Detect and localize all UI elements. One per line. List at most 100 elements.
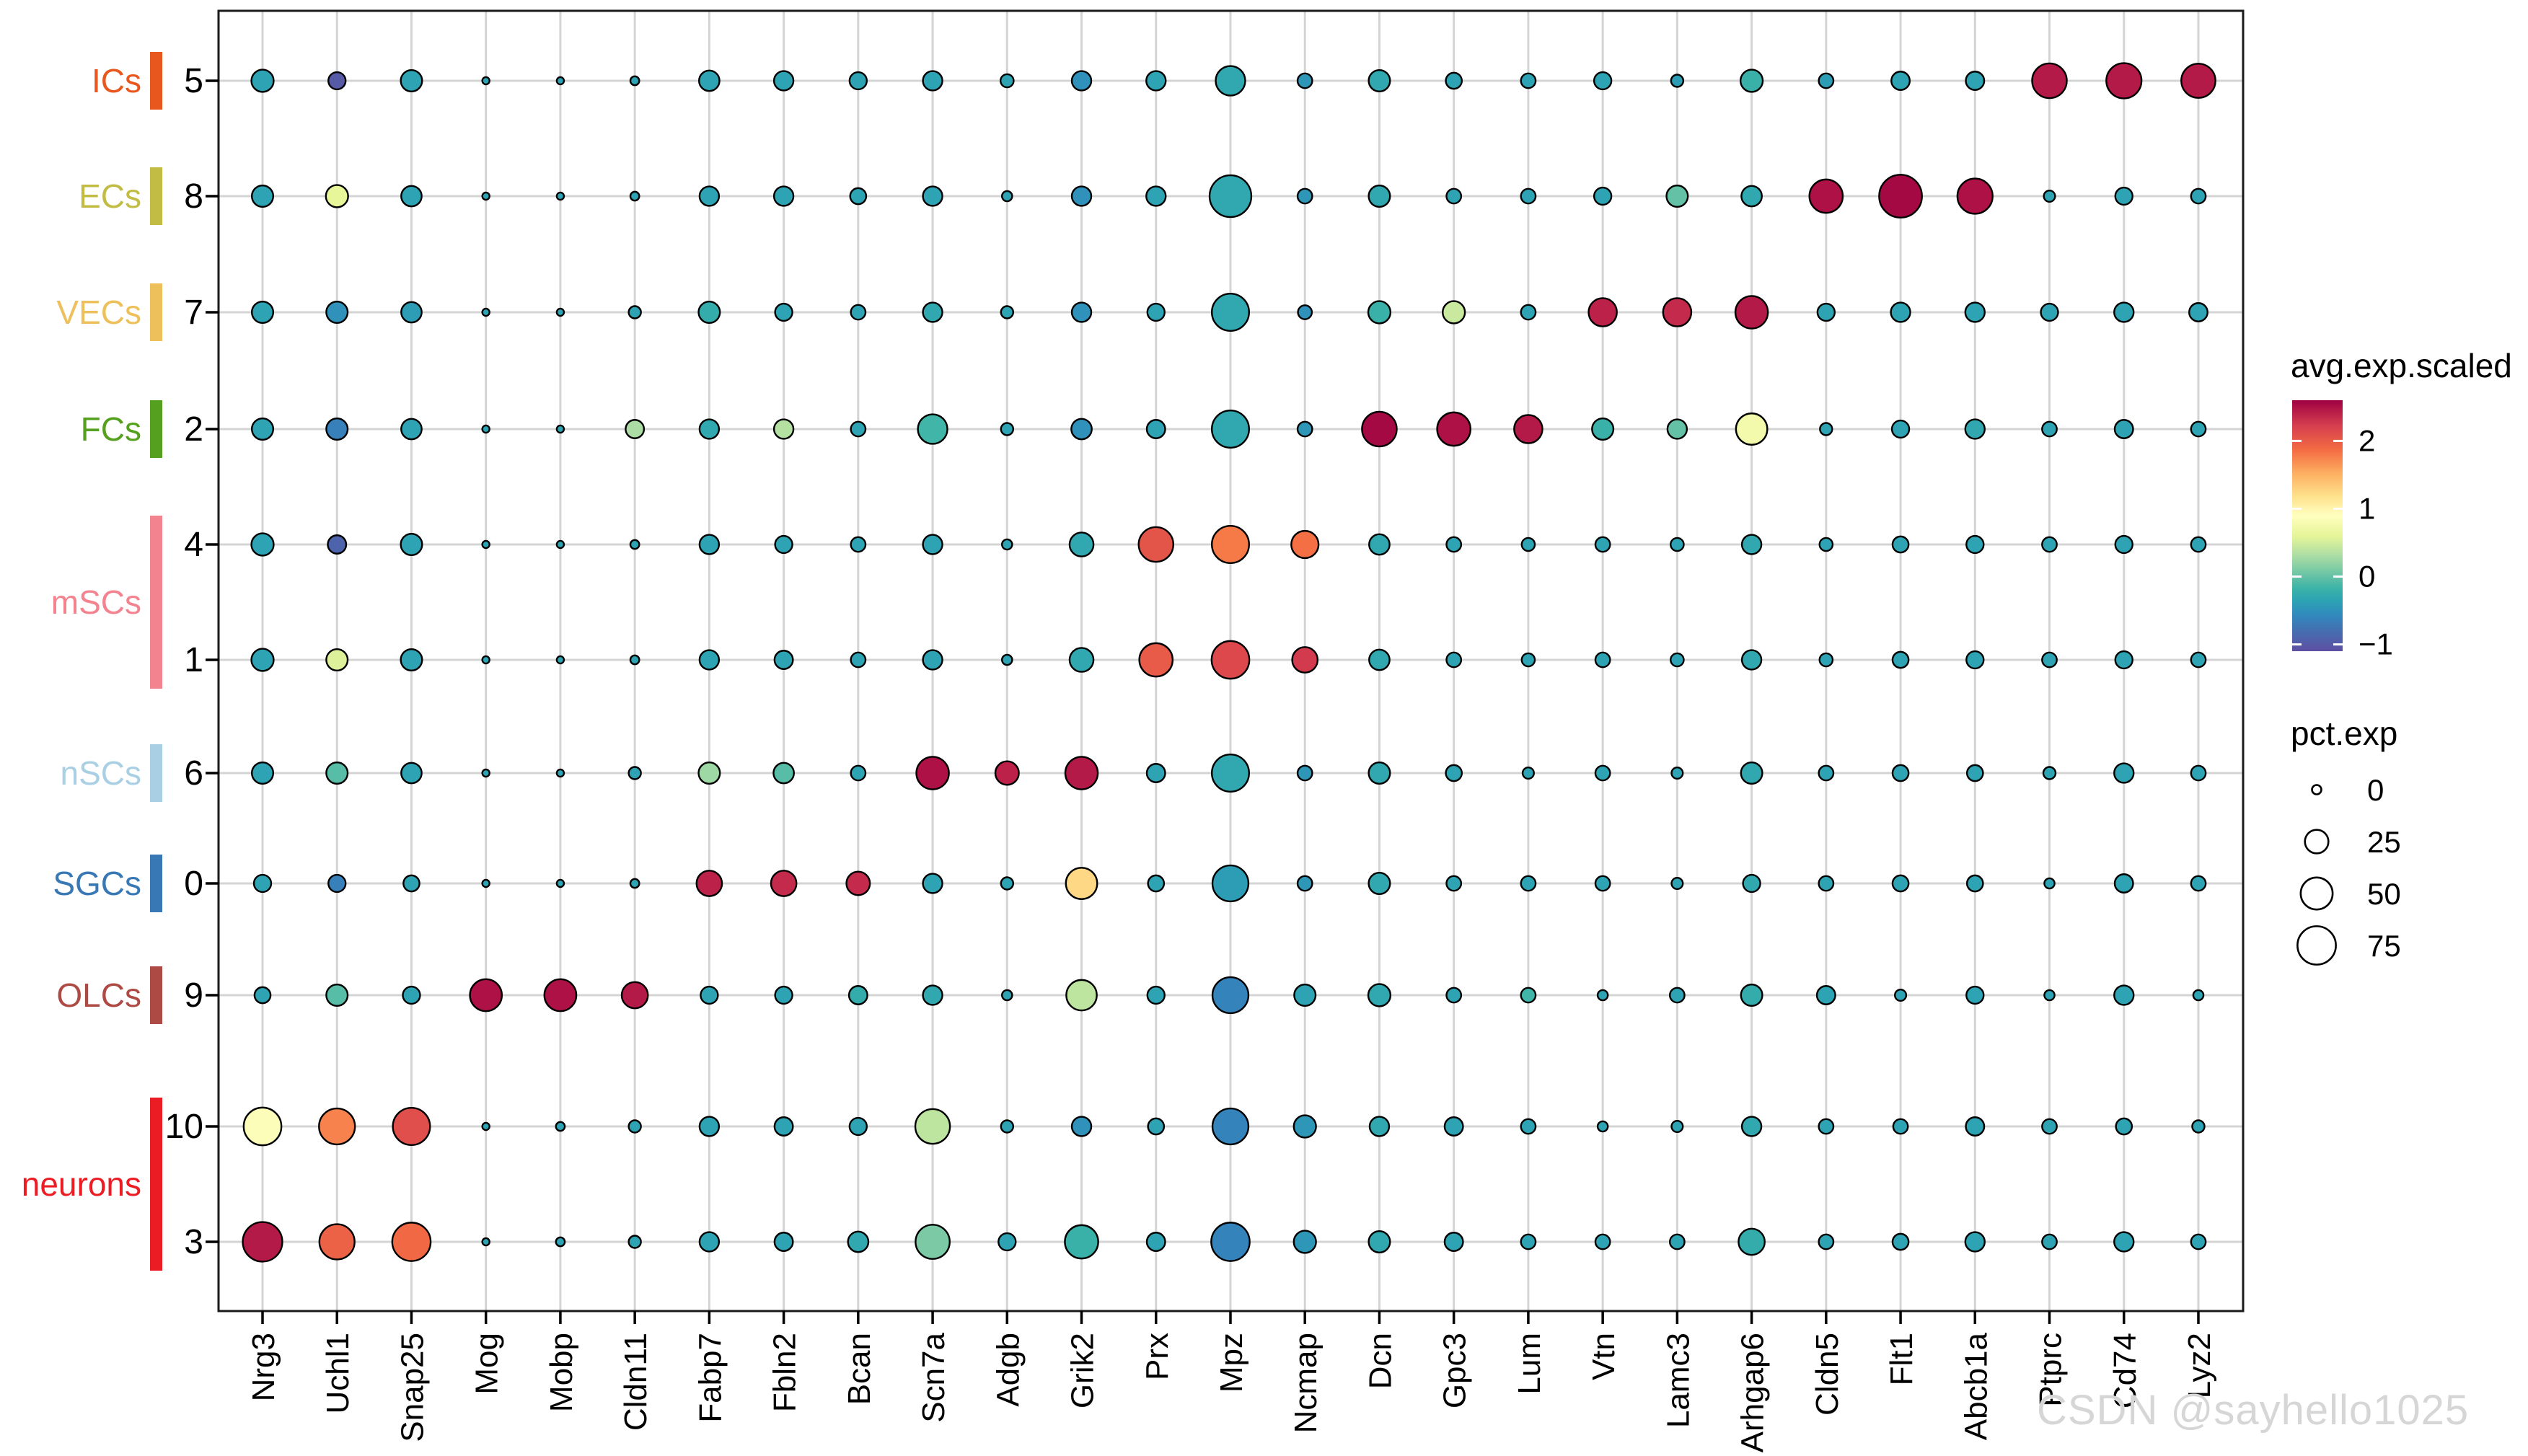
- dot-Vtn-c5: [1593, 71, 1613, 91]
- dot-Dcn-c3: [1368, 1230, 1391, 1254]
- dot-Mpz-c2: [1210, 410, 1250, 449]
- dot-Flt1-c9: [1894, 988, 1908, 1002]
- group-bar-neurons: [150, 1098, 162, 1271]
- dot-Cldn5-c10: [1818, 1118, 1835, 1135]
- dot-Nrg3-c0: [252, 873, 273, 894]
- dot-Snap25-c8: [400, 185, 423, 208]
- group-label-OLCs: OLCs: [56, 976, 141, 1014]
- y-label-cluster-3: 3: [184, 1223, 203, 1261]
- dot-Grik2-c4: [1068, 531, 1095, 557]
- dot-Arhgap6-c7: [1734, 295, 1769, 330]
- x-label-Ncmap: Ncmap: [1288, 1333, 1324, 1433]
- dot-Lum-c4: [1520, 537, 1536, 552]
- x-label-Grik2: Grik2: [1065, 1333, 1101, 1408]
- color-legend-bar: [2292, 400, 2343, 651]
- dot-Snap25-c2: [400, 418, 423, 441]
- dot-Uchl1-c10: [318, 1107, 356, 1146]
- dot-Adgb-c0: [1000, 876, 1015, 891]
- dot-Fabp7-c5: [698, 69, 721, 92]
- dot-Cldn5-c7: [1816, 302, 1836, 322]
- y-label-cluster-6: 6: [184, 754, 203, 793]
- dot-Gpc3-c3: [1443, 1232, 1464, 1252]
- x-axis: Nrg3 Uchl1 Snap25 Mog Mobp Cldn11 Fabp7 Fbln2 Bc…: [246, 1311, 2217, 1452]
- dot-Lamc3-c0: [1670, 876, 1684, 891]
- size-legend-tick-label: 25: [2367, 825, 2401, 859]
- x-label-Dcn: Dcn: [1362, 1333, 1398, 1389]
- dot-Cldn5-c6: [1818, 764, 1835, 782]
- dot-Grik2-c8: [1070, 185, 1093, 207]
- dot-Adgb-c6: [994, 760, 1020, 786]
- dot-Bcan-c7: [850, 304, 867, 321]
- dot-Cldn5-c1: [1818, 652, 1834, 668]
- dot-Scn7a-c10: [914, 1108, 951, 1145]
- dot-Cldn5-c5: [1818, 72, 1835, 89]
- dot-Flt1-c1: [1891, 650, 1910, 669]
- dot-Lamc3-c6: [1670, 766, 1684, 780]
- dot-Ptprc-c2: [2041, 420, 2058, 438]
- dot-Abcb1a-c9: [1965, 985, 1985, 1005]
- dot-Dcn-c1: [1368, 648, 1391, 671]
- dot-Fbln2-c2: [772, 418, 795, 440]
- group-bar-FCs: [150, 400, 162, 458]
- x-label-Cldn5: Cldn5: [1810, 1333, 1845, 1416]
- dot-Ptprc-c5: [2031, 62, 2068, 100]
- size-legend-circle-50: [2299, 876, 2334, 911]
- dot-Prx-c2: [1145, 419, 1166, 439]
- dot-Abcb1a-c4: [1965, 534, 1985, 555]
- dot-Scn7a-c1: [922, 649, 943, 671]
- dot-Vtn-c0: [1594, 875, 1611, 892]
- dot-Abcb1a-c0: [1965, 874, 1984, 893]
- dot-Cldn5-c9: [1815, 985, 1836, 1005]
- group-bar-OLCs: [150, 966, 162, 1024]
- dot-Abcb1a-c7: [1964, 301, 1986, 323]
- dot-Cldn11-c10: [627, 1119, 642, 1134]
- x-label-Abcb1a: Abcb1a: [1958, 1332, 1994, 1440]
- dot-Ptprc-c8: [2043, 189, 2056, 203]
- dot-Ncmap-c2: [1296, 420, 1313, 438]
- dot-Cldn5-c4: [1818, 537, 1834, 552]
- size-legend: 0 25 50 75: [2296, 773, 2401, 966]
- dot-Arhgap6-c9: [1740, 983, 1763, 1007]
- dot-Ptprc-c3: [2041, 1233, 2058, 1250]
- dot-Gpc3-c2: [1436, 411, 1471, 447]
- dot-Cldn11-c1: [629, 654, 640, 666]
- dot-Grik2-c5: [1070, 70, 1093, 92]
- group-label-ECs: ECs: [79, 177, 141, 215]
- x-label-Lyz2: Lyz2: [2182, 1333, 2217, 1398]
- dot-Mobp-c6: [555, 768, 565, 778]
- dot-Mpz-c5: [1215, 65, 1246, 97]
- dot-Flt1-c8: [1878, 174, 1923, 219]
- dot-Uchl1-c6: [325, 761, 349, 785]
- dot-Lamc3-c2: [1666, 418, 1688, 440]
- dot-Lamc3-c1: [1670, 652, 1685, 668]
- dot-Adgb-c1: [1001, 653, 1013, 666]
- dot-Mobp-c5: [555, 76, 565, 86]
- dot-Uchl1-c9: [325, 983, 349, 1007]
- dot-Mpz-c4: [1210, 525, 1250, 564]
- group-bar-nSCs: [150, 744, 162, 802]
- group-label-ICs: ICs: [92, 62, 141, 100]
- dot-Ncmap-c1: [1291, 646, 1319, 674]
- dot-Snap25-c3: [391, 1222, 432, 1262]
- size-legend-title: pct.exp: [2291, 715, 2398, 752]
- dot-Ncmap-c7: [1297, 304, 1313, 320]
- dot-Vtn-c8: [1593, 186, 1613, 206]
- dot-Cldn5-c0: [1818, 875, 1835, 892]
- dot-Mog-c9: [469, 978, 503, 1012]
- y-label-cluster-9: 9: [184, 976, 203, 1015]
- dot-Flt1-c0: [1891, 874, 1910, 893]
- dot-Arhgap6-c2: [1735, 412, 1769, 446]
- y-label-cluster-10: 10: [165, 1108, 203, 1146]
- group-label-FCs: FCs: [81, 410, 141, 448]
- dot-Ptprc-c0: [2043, 877, 2056, 890]
- dot-Cldn11-c0: [629, 878, 640, 889]
- dot-Lyz2-c3: [2190, 1233, 2207, 1250]
- x-label-Snap25: Snap25: [395, 1333, 430, 1442]
- dot-Bcan-c10: [848, 1116, 868, 1137]
- dot-Fabp7-c6: [697, 761, 721, 785]
- dot-Prx-c8: [1145, 185, 1167, 207]
- dot-Gpc3-c1: [1445, 651, 1463, 669]
- dot-Scn7a-c2: [917, 413, 948, 445]
- dot-Mpz-c6: [1210, 754, 1250, 793]
- dot-Bcan-c3: [847, 1230, 870, 1253]
